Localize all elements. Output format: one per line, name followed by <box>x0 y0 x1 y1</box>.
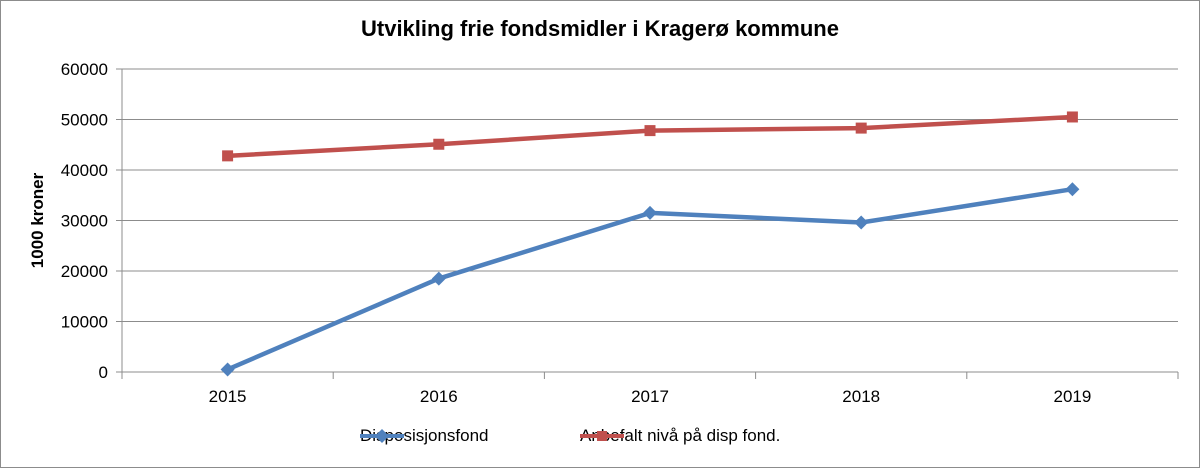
y-tick-label: 30000 <box>61 212 108 231</box>
legend-label: Disposisjonsfond <box>360 426 489 445</box>
data-point-square <box>222 150 234 162</box>
legend: Disposisjonsfond Anbefalt nivå på disp f… <box>0 426 1200 450</box>
x-tick-label: 2017 <box>631 387 669 406</box>
legend-item-disposisjonsfond: Disposisjonsfond <box>360 426 489 446</box>
chart-title: Utvikling frie fondsmidler i Kragerø kom… <box>361 16 839 41</box>
y-tick-label: 60000 <box>61 60 108 79</box>
y-tick-label: 0 <box>99 363 108 382</box>
y-tick-label: 20000 <box>61 262 108 281</box>
y-axis-label: 1000 kroner <box>28 172 47 268</box>
x-tick-label: 2018 <box>842 387 880 406</box>
data-point-diamond <box>643 205 657 220</box>
x-tick-label: 2016 <box>420 387 458 406</box>
y-tick-label: 50000 <box>61 111 108 130</box>
data-point-diamond <box>431 271 446 286</box>
data-point-diamond <box>854 215 869 230</box>
x-tick-label: 2015 <box>209 387 247 406</box>
data-point-square <box>644 125 656 137</box>
legend-marker-diamond-icon <box>360 429 404 443</box>
y-tick-label: 40000 <box>61 161 108 180</box>
data-point-square <box>1066 111 1078 123</box>
legend-item-anbefalt: Anbefalt nivå på disp fond. <box>580 426 780 446</box>
data-point-diamond <box>1065 182 1080 197</box>
y-tick-label: 10000 <box>61 313 108 332</box>
series-line-1 <box>227 114 1073 159</box>
data-point-diamond <box>220 362 235 377</box>
data-point-square <box>855 122 867 134</box>
x-tick-label: 2019 <box>1053 387 1091 406</box>
legend-label: Anbefalt nivå på disp fond. <box>580 426 781 445</box>
legend-marker-square-icon <box>580 431 624 441</box>
data-point-square <box>433 138 445 150</box>
